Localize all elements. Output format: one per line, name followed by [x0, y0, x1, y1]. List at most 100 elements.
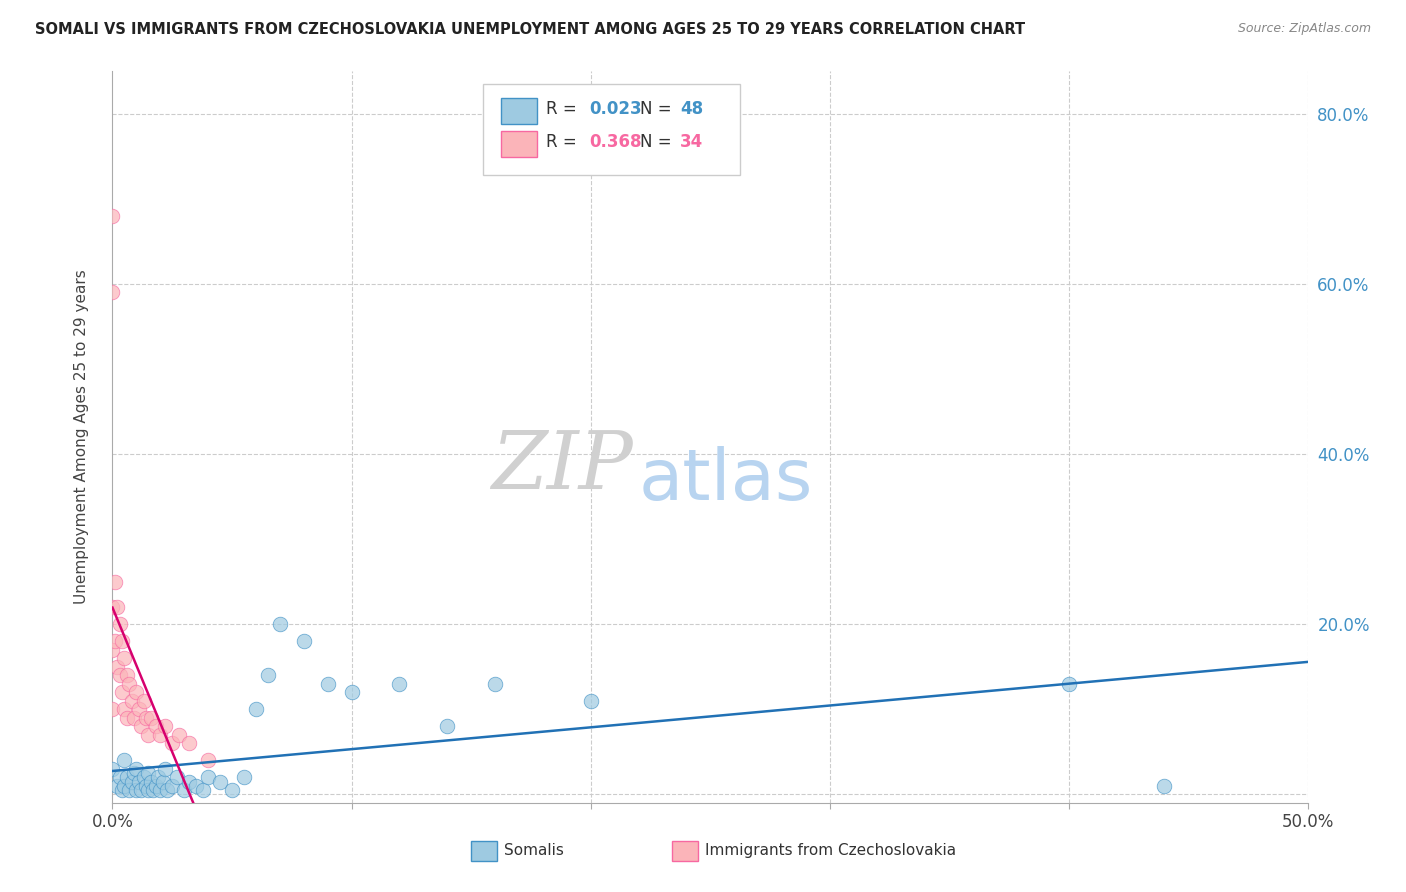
Text: N =: N =: [640, 101, 676, 119]
Point: [114, 753, 135, 767]
Point: [101, 600, 124, 615]
Point: [162, 779, 183, 793]
Point: [108, 668, 131, 682]
Text: SOMALI VS IMMIGRANTS FROM CZECHOSLOVAKIA UNEMPLOYMENT AMONG AGES 25 TO 29 YEARS : SOMALI VS IMMIGRANTS FROM CZECHOSLOVAKIA…: [35, 22, 1025, 37]
Point: [221, 783, 243, 797]
Point: [122, 766, 145, 780]
Point: [114, 651, 135, 665]
Point: [156, 783, 179, 797]
Point: [139, 711, 162, 725]
Point: [101, 209, 124, 223]
Bar: [471, 841, 498, 862]
Text: 0.368: 0.368: [589, 133, 641, 152]
Point: [111, 783, 134, 797]
Point: [128, 774, 150, 789]
Bar: [501, 98, 537, 124]
Point: [197, 753, 219, 767]
Point: [121, 774, 143, 789]
Point: [316, 677, 339, 691]
Point: [115, 711, 138, 725]
Point: [209, 774, 232, 789]
Point: [118, 677, 141, 691]
Point: [269, 617, 291, 632]
Point: [125, 783, 148, 797]
Text: Source: ZipAtlas.com: Source: ZipAtlas.com: [1237, 22, 1371, 36]
Point: [125, 685, 148, 699]
Point: [145, 719, 167, 733]
Point: [142, 783, 165, 797]
Point: [149, 728, 172, 742]
Point: [115, 668, 138, 682]
Point: [101, 642, 124, 657]
Point: [149, 783, 172, 797]
Point: [108, 770, 131, 784]
Point: [145, 779, 167, 793]
Text: Immigrants from Czechoslovakia: Immigrants from Czechoslovakia: [706, 843, 956, 858]
Bar: [672, 841, 699, 862]
Point: [152, 774, 174, 789]
Point: [153, 719, 176, 733]
Point: [135, 779, 157, 793]
Point: [436, 719, 458, 733]
Point: [104, 574, 127, 589]
Point: [579, 694, 602, 708]
Point: [118, 783, 141, 797]
Point: [388, 677, 411, 691]
Point: [105, 659, 128, 673]
Y-axis label: Unemployment Among Ages 25 to 29 years: Unemployment Among Ages 25 to 29 years: [75, 269, 89, 605]
Point: [197, 770, 219, 784]
Point: [233, 770, 256, 784]
Point: [101, 702, 124, 716]
Text: Somalis: Somalis: [505, 843, 564, 858]
Text: N =: N =: [640, 133, 676, 152]
Point: [186, 779, 208, 793]
Point: [138, 783, 160, 797]
Point: [114, 779, 135, 793]
Text: R =: R =: [547, 133, 582, 152]
Point: [138, 766, 160, 780]
Point: [177, 774, 200, 789]
Point: [169, 728, 191, 742]
Point: [132, 770, 155, 784]
Point: [177, 736, 200, 750]
Point: [1057, 677, 1080, 691]
Point: [115, 770, 138, 784]
Point: [146, 770, 169, 784]
Point: [105, 779, 128, 793]
Point: [108, 617, 131, 632]
Point: [162, 736, 183, 750]
Text: atlas: atlas: [638, 447, 813, 516]
Text: R =: R =: [547, 101, 582, 119]
Point: [292, 634, 315, 648]
Point: [122, 711, 145, 725]
Point: [114, 702, 135, 716]
Point: [111, 685, 134, 699]
Point: [166, 770, 188, 784]
Bar: [501, 130, 537, 157]
Point: [153, 762, 176, 776]
Point: [484, 677, 506, 691]
Text: 48: 48: [681, 101, 703, 119]
Point: [1153, 779, 1175, 793]
Text: 34: 34: [681, 133, 703, 152]
Point: [135, 711, 157, 725]
FancyBboxPatch shape: [484, 84, 740, 175]
Text: ZIP: ZIP: [491, 427, 633, 505]
Point: [121, 694, 143, 708]
Point: [340, 685, 363, 699]
Point: [125, 762, 148, 776]
Point: [129, 783, 152, 797]
Point: [139, 774, 162, 789]
Point: [101, 762, 124, 776]
Point: [129, 719, 152, 733]
Point: [173, 783, 195, 797]
Point: [104, 634, 127, 648]
Point: [105, 600, 128, 615]
Point: [132, 694, 155, 708]
Text: 0.023: 0.023: [589, 101, 643, 119]
Point: [245, 702, 267, 716]
Point: [193, 783, 215, 797]
Point: [101, 285, 124, 300]
Point: [111, 634, 134, 648]
Point: [138, 728, 160, 742]
